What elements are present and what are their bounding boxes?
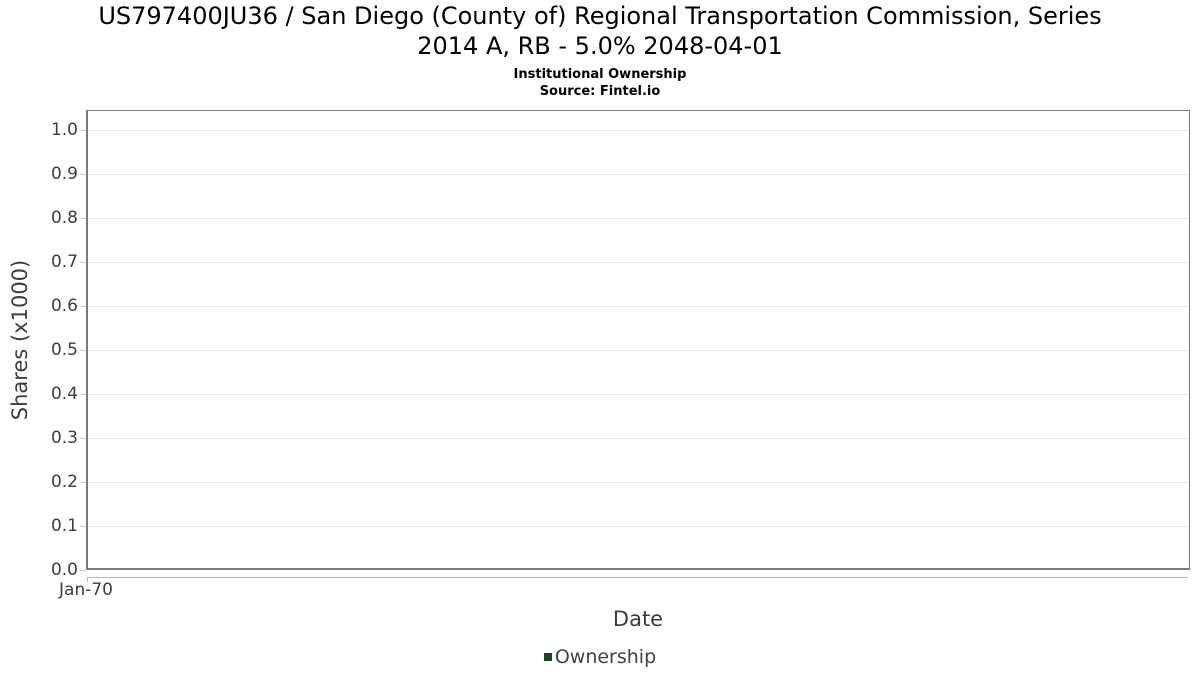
y-tick-label-0.8: 0.8 (50, 208, 78, 228)
y-tick-label-0.7: 0.7 (50, 252, 78, 272)
gridline-y-0.6 (88, 306, 1189, 307)
y-tick-label-0.0: 0.0 (50, 560, 78, 580)
y-tick-label-0.3: 0.3 (50, 428, 78, 448)
legend-swatch-ownership-icon (543, 653, 552, 661)
gridline-y-0.5 (88, 350, 1189, 351)
y-tick-mark-0.2 (80, 482, 86, 483)
legend-label-ownership: Ownership (554, 646, 657, 668)
x-tick-mark (87, 577, 88, 582)
y-tick-mark-1.0 (80, 130, 86, 131)
gridline-y-0.3 (88, 438, 1189, 439)
gridline-y-0.2 (88, 482, 1189, 483)
y-tick-label-0.1: 0.1 (50, 516, 78, 536)
gridline-y-1.0 (88, 130, 1189, 131)
y-tick-mark-0.8 (80, 218, 86, 219)
y-tick-label-0.4: 0.4 (50, 384, 78, 404)
legend: Ownership (0, 645, 1200, 669)
y-tick-label-0.5: 0.5 (50, 340, 78, 360)
gridline-y-0.9 (88, 174, 1189, 175)
y-tick-mark-0.9 (80, 174, 86, 175)
gridline-y-0.8 (88, 218, 1189, 219)
y-tick-mark-0.5 (80, 350, 86, 351)
plot-area (86, 110, 1190, 570)
gridline-y-0.7 (88, 262, 1189, 263)
x-axis-title: Date (612, 607, 664, 631)
chart-source-credit: Source: Fintel.io (539, 84, 661, 99)
y-tick-mark-0.7 (80, 262, 86, 263)
x-tick-label: Jan-70 (59, 580, 113, 600)
chart-title: US797400JU36 / San Diego (County of) Reg… (0, 1, 1200, 61)
chart-title-line-1: US797400JU36 / San Diego (County of) Reg… (98, 2, 1102, 30)
y-tick-label-0.2: 0.2 (50, 472, 78, 492)
y-tick-mark-0.1 (80, 526, 86, 527)
chart-subtitle: Institutional Ownership (513, 67, 687, 82)
gridline-y-0.1 (88, 526, 1189, 527)
y-tick-label-0.6: 0.6 (50, 296, 78, 316)
y-tick-mark-0.4 (80, 394, 86, 395)
y-tick-label-0.9: 0.9 (50, 164, 78, 184)
y-tick-label-1.0: 1.0 (50, 120, 78, 140)
y-tick-mark-0.6 (80, 306, 86, 307)
y-tick-mark-0.0 (80, 570, 86, 571)
gridline-y-0.4 (88, 394, 1189, 395)
y-tick-mark-0.3 (80, 438, 86, 439)
x-axis-line (87, 577, 1188, 578)
chart-title-line-2: 2014 A, RB - 5.0% 2048-04-01 (417, 32, 783, 60)
